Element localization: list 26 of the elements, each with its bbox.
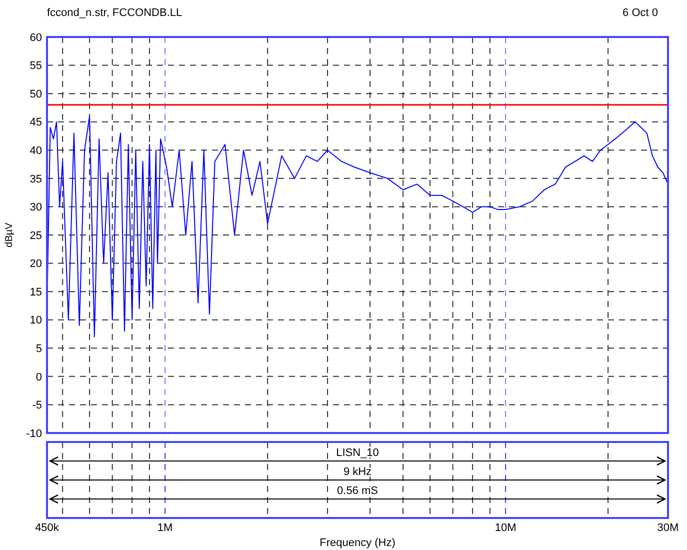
x-tick-label: 10M xyxy=(494,522,516,534)
y-axis-title: dBµV xyxy=(4,222,15,248)
chart-title: fccond_n.str, FCCONDB.LL xyxy=(47,7,182,19)
y-tick-label: 60 xyxy=(30,32,42,44)
y-tick-label: 5 xyxy=(36,342,42,355)
chart-subtitle: 6 Oct 0 xyxy=(622,7,658,19)
text: 9 kHz xyxy=(343,466,372,478)
x-tick-label: 1M xyxy=(157,522,173,534)
y-tick-label: 20 xyxy=(30,258,42,270)
y-tick-label: 40 xyxy=(30,144,42,157)
y-tick-label: 55 xyxy=(30,60,42,72)
text: 0.56 mS xyxy=(337,485,378,497)
y-tick-label: 15 xyxy=(30,286,42,298)
y-tick-label: 25 xyxy=(30,230,42,242)
text: LISN_10 xyxy=(336,447,379,459)
y-tick-label: 30 xyxy=(30,202,42,214)
x-tick-label: 450k xyxy=(35,522,60,534)
x-tick-label: 30M xyxy=(657,522,679,534)
y-tick-label: 0 xyxy=(36,371,42,384)
y-tick-label: 10 xyxy=(30,314,42,327)
y-tick-label: -10 xyxy=(26,428,42,440)
y-tick-label: 35 xyxy=(30,173,42,186)
x-axis-title: Frequency (Hz) xyxy=(320,537,396,549)
y-tick-label: 45 xyxy=(30,116,42,129)
y-tick-label: -5 xyxy=(32,400,42,412)
y-tick-label: 50 xyxy=(30,88,42,100)
